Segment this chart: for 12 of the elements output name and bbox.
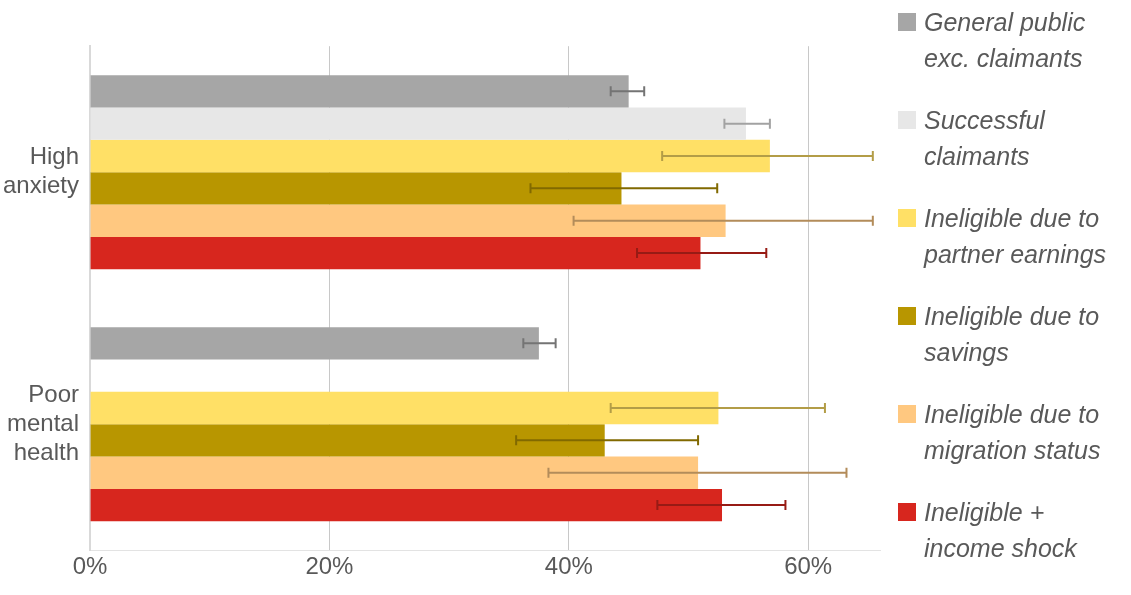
legend-label: Ineligible due to migration status [924,399,1102,466]
x-tick-label: 60% [784,552,833,580]
legend-label: Successful claimants [924,105,1047,172]
legend-label: Ineligible due to partner earnings [924,203,1108,270]
legend-label: Ineligible due to savings [924,301,1101,368]
y-tick-label: Poor mental health [7,380,80,465]
x-tick-label: 40% [544,552,593,580]
legend-label: General public exc. claimants [924,7,1087,74]
legend-label: Ineligible + income shock [924,497,1079,564]
x-tick-label: 0% [72,552,108,580]
y-tick-label: High anxiety [3,142,80,199]
x-tick-label: 20% [305,552,354,580]
